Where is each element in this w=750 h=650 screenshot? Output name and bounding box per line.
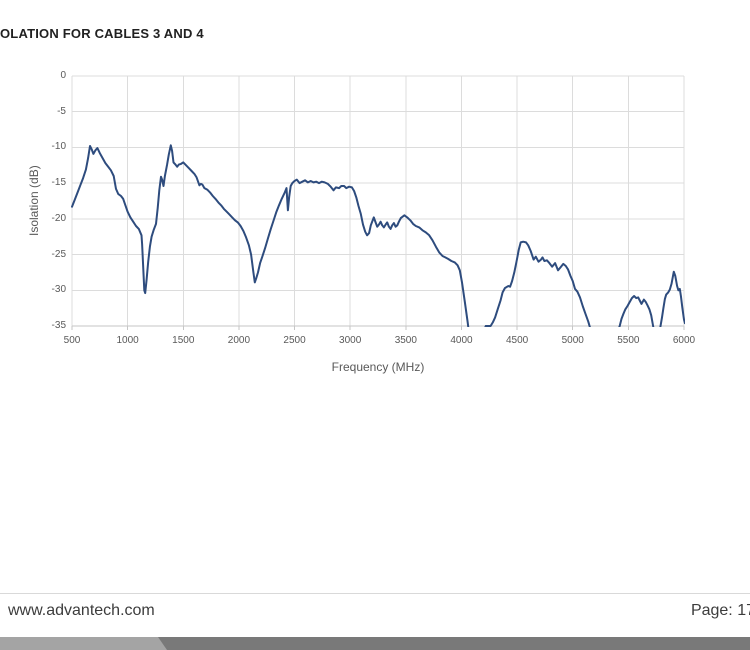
y-tick-label: -10 bbox=[51, 141, 66, 153]
x-tick-label: 500 bbox=[63, 335, 81, 346]
footer-website: www.advantech.com bbox=[8, 602, 155, 619]
bottom-bar-light-segment bbox=[0, 637, 167, 650]
y-tick-label: -5 bbox=[57, 105, 66, 117]
y-tick-label: -35 bbox=[51, 320, 66, 331]
y-tick-label: -25 bbox=[51, 248, 66, 260]
y-tick-label: -30 bbox=[51, 284, 66, 296]
series-group bbox=[71, 144, 685, 327]
isolation-series-line bbox=[71, 144, 685, 327]
x-tick-label: 5000 bbox=[561, 335, 584, 346]
bottom-bar-dark-segment bbox=[0, 637, 750, 650]
x-axis-title: Frequency (MHz) bbox=[331, 360, 425, 374]
x-tick-label: 6000 bbox=[672, 335, 696, 346]
x-tick-label: 3500 bbox=[394, 335, 417, 346]
page-title: OLATION FOR CABLES 3 AND 4 bbox=[0, 26, 204, 41]
x-tick-label: 4500 bbox=[505, 335, 529, 346]
x-tick-label: 1000 bbox=[116, 335, 139, 346]
x-tick-label: 2500 bbox=[283, 335, 306, 346]
footer-divider bbox=[0, 593, 750, 594]
x-tick-label: 2000 bbox=[227, 335, 251, 346]
x-tick-label: 5500 bbox=[617, 335, 640, 346]
x-tick-label: 1500 bbox=[172, 335, 195, 346]
x-tick-label: 4000 bbox=[450, 335, 473, 346]
x-tick-label: 3000 bbox=[339, 335, 362, 346]
y-tick-label: -15 bbox=[51, 177, 66, 189]
y-tick-label: 0 bbox=[60, 70, 66, 81]
isolation-line-chart: Isolation (dB) Frequency (MHz) 0 -5 -10 -15… bbox=[27, 70, 695, 374]
y-tick-label: -20 bbox=[51, 212, 66, 224]
footer-page-number: Page: 17 bbox=[690, 602, 750, 619]
plot-area bbox=[71, 75, 685, 330]
